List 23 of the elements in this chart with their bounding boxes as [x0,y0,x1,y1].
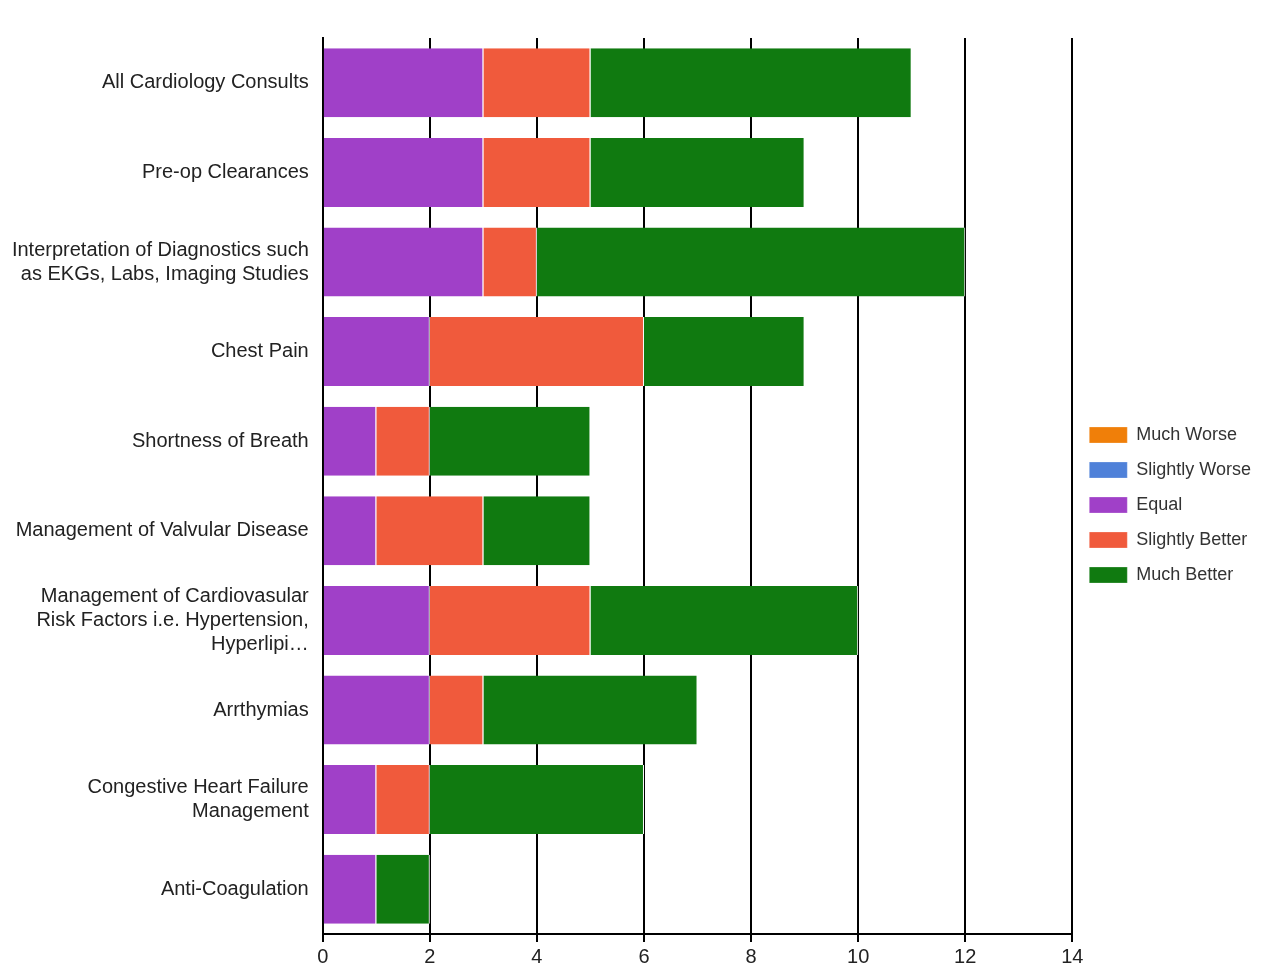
x-tick-label: 2 [424,944,436,967]
y-tick-label: Shortness of Breath [131,428,309,451]
y-tick-label: Interpretation of Diagnostics such as EKGs, Labs, Imaging Studies [11,237,309,284]
x-tick-label: 8 [745,944,757,967]
y-tick-label: Anti-Coagulation [160,876,309,899]
x-tick-label: 4 [531,944,543,967]
y-tick-label: All Cardiology Consults [101,70,309,93]
y-tick-label: Arrthymias [213,697,309,720]
legend-label: Much Worse [1136,423,1237,444]
x-tick-label: 0 [317,944,329,967]
legend-label: Much Better [1136,563,1234,584]
x-tick-label: 6 [638,944,650,967]
x-tick-label: 10 [847,944,870,967]
y-tick-label: Management of Valvular Disease [15,518,309,541]
legend-label: Slightly Worse [1136,458,1252,479]
legend-label: Equal [1136,493,1183,514]
x-tick-label: 14 [1061,944,1084,967]
y-tick-label: Pre-op Clearances [142,159,309,182]
legend-label: Slightly Better [1136,528,1248,549]
y-tick-label: Management of Cardiovasular Risk Factors i.e. Hypertension, Hyperlipi… [36,583,310,654]
x-tick-label: 12 [954,944,977,967]
y-tick-label: Congestive Heart Failure Management [87,775,310,822]
y-tick-label: Chest Pain [210,339,309,362]
